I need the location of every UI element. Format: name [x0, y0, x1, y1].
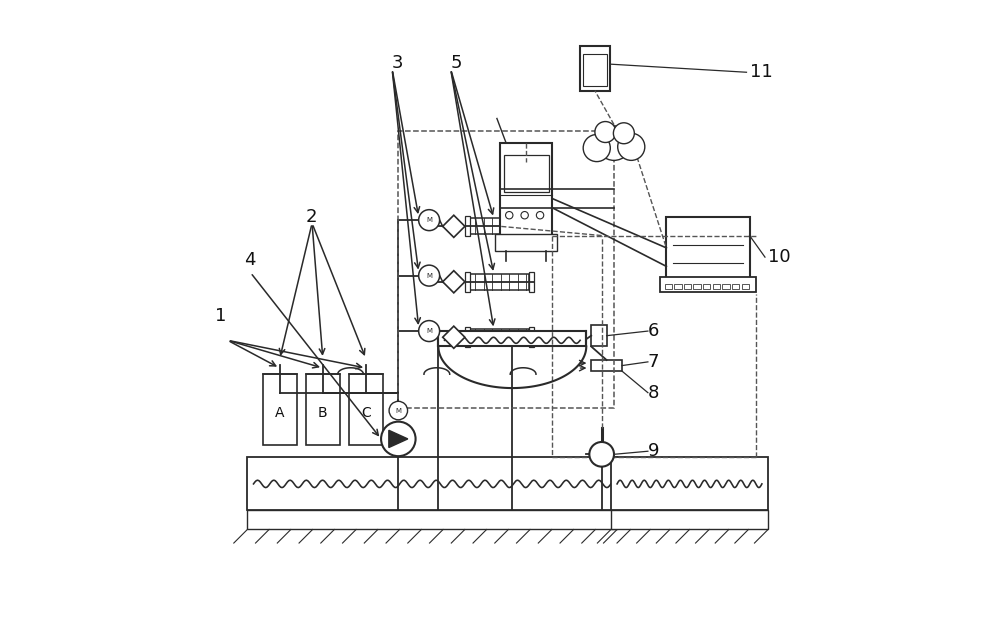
Circle shape	[381, 422, 416, 456]
Bar	[470, 329, 529, 345]
Bar	[591, 360, 622, 371]
Circle shape	[595, 121, 616, 142]
Bar	[529, 217, 534, 236]
Circle shape	[506, 212, 513, 219]
Text: 3: 3	[392, 54, 404, 72]
Bar	[666, 217, 750, 279]
Text: 11: 11	[750, 63, 772, 81]
Circle shape	[618, 133, 645, 160]
Circle shape	[613, 123, 634, 144]
Bar	[247, 510, 617, 529]
Polygon shape	[443, 215, 465, 238]
Bar	[580, 46, 610, 91]
Bar	[529, 272, 534, 292]
Bar	[500, 143, 552, 236]
Bar	[611, 510, 768, 529]
Bar	[263, 374, 297, 445]
Text: B: B	[318, 406, 328, 420]
Text: C: C	[361, 406, 371, 420]
Text: 10: 10	[768, 248, 791, 266]
Bar	[703, 284, 710, 288]
Bar	[693, 284, 701, 288]
Text: 4: 4	[244, 251, 256, 269]
Text: A: A	[275, 406, 284, 420]
Bar	[349, 374, 383, 445]
Polygon shape	[443, 271, 465, 293]
Bar	[665, 284, 672, 288]
Circle shape	[419, 265, 440, 286]
Bar	[470, 274, 529, 290]
Polygon shape	[389, 430, 408, 448]
Text: 9: 9	[648, 442, 659, 461]
Text: M: M	[395, 407, 401, 413]
Bar	[591, 325, 607, 347]
Bar	[465, 327, 470, 347]
Bar	[470, 219, 529, 235]
Text: 1: 1	[215, 306, 227, 324]
Bar	[398, 131, 614, 408]
Bar	[732, 284, 739, 288]
Bar	[674, 284, 682, 288]
Bar	[583, 54, 607, 86]
Bar	[504, 155, 549, 193]
Circle shape	[419, 210, 440, 231]
Bar	[465, 272, 470, 292]
Text: M: M	[426, 272, 432, 279]
Bar	[722, 284, 730, 288]
Text: 8: 8	[648, 384, 659, 402]
Bar	[684, 284, 691, 288]
Circle shape	[583, 134, 610, 162]
Bar	[529, 327, 534, 347]
Circle shape	[419, 321, 440, 342]
Text: M: M	[426, 217, 432, 223]
Circle shape	[389, 401, 408, 420]
Text: 2: 2	[306, 208, 317, 226]
Text: 7: 7	[648, 353, 659, 371]
Bar	[713, 284, 720, 288]
Bar	[660, 277, 756, 292]
Polygon shape	[443, 326, 465, 348]
Bar	[611, 457, 768, 510]
Text: 5: 5	[451, 54, 462, 72]
Bar	[742, 284, 749, 288]
Circle shape	[589, 442, 614, 467]
Bar	[306, 374, 340, 445]
Text: 6: 6	[648, 322, 659, 340]
Circle shape	[521, 212, 528, 219]
Circle shape	[597, 126, 631, 160]
Circle shape	[536, 212, 544, 219]
Text: M: M	[426, 328, 432, 334]
Bar	[495, 234, 557, 251]
Bar	[438, 331, 586, 347]
Bar	[247, 457, 617, 510]
Bar	[465, 217, 470, 236]
